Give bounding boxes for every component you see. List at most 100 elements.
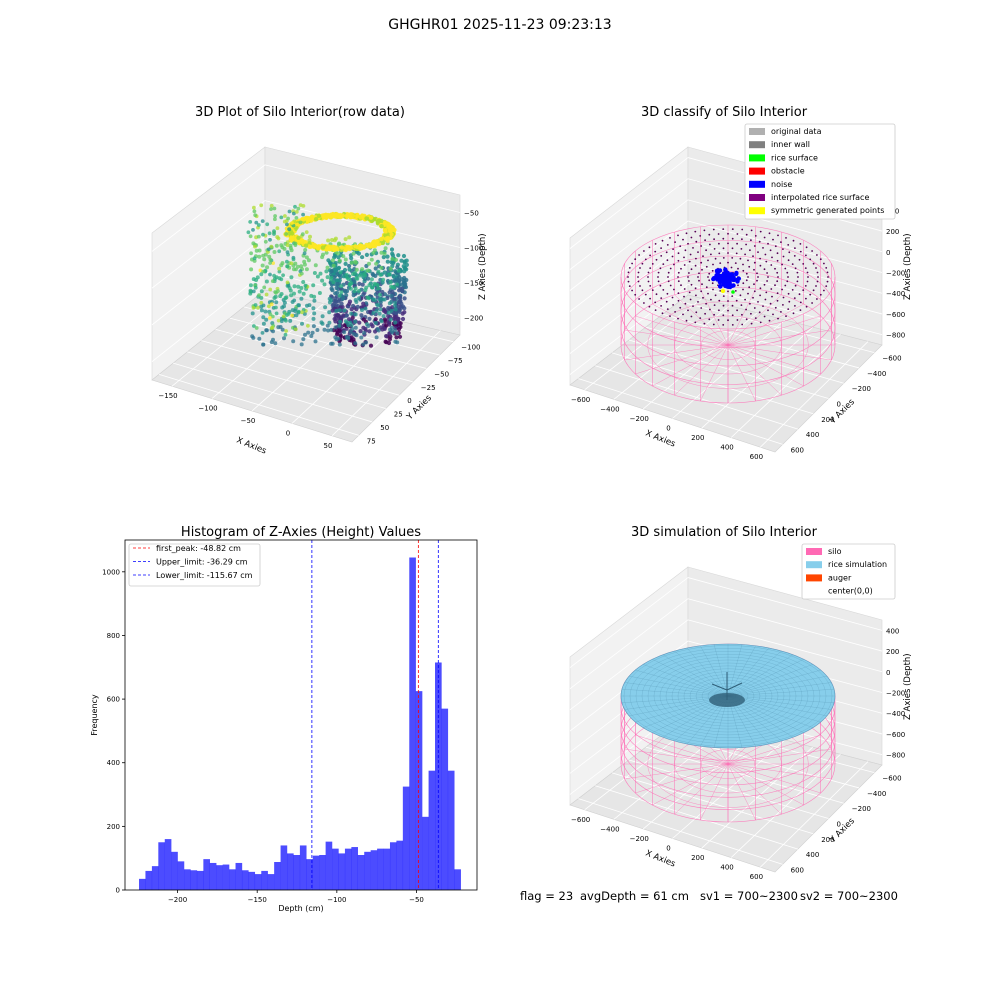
histogram-bar bbox=[203, 859, 210, 890]
interpolated-surface-point bbox=[759, 287, 762, 290]
raw-point bbox=[254, 278, 259, 282]
interpolated-surface-point bbox=[825, 267, 828, 269]
raw-point bbox=[265, 265, 270, 270]
z-tick-label: −200 bbox=[886, 690, 905, 698]
histogram-bar bbox=[190, 870, 198, 890]
interpolated-surface-point bbox=[659, 284, 662, 287]
classify-surface-points bbox=[627, 228, 829, 326]
interpolated-surface-point bbox=[685, 232, 688, 235]
raw-point bbox=[285, 250, 290, 255]
raw-point bbox=[312, 242, 317, 248]
interpolated-surface-point bbox=[816, 280, 819, 283]
interpolated-surface-point bbox=[774, 267, 776, 270]
raw-point bbox=[372, 248, 377, 253]
raw-point bbox=[337, 323, 342, 328]
raw-point bbox=[357, 273, 362, 278]
raw-point bbox=[394, 257, 398, 262]
interpolated-surface-point bbox=[637, 280, 640, 283]
raw-point bbox=[335, 290, 340, 295]
raw-point bbox=[342, 330, 347, 335]
x-tick-label: −150 bbox=[158, 392, 177, 400]
raw-point bbox=[332, 238, 337, 243]
interpolated-surface-point bbox=[704, 312, 706, 315]
interpolated-surface-point bbox=[727, 309, 729, 312]
x-tick-label: −200 bbox=[168, 896, 187, 904]
interpolated-surface-point bbox=[694, 230, 697, 233]
raw-point bbox=[299, 264, 304, 269]
histogram-bar bbox=[377, 848, 384, 890]
raw-point bbox=[268, 287, 273, 292]
interpolated-surface-point bbox=[777, 276, 779, 278]
raw-point bbox=[267, 231, 272, 236]
raw-point bbox=[252, 205, 256, 210]
raw-point bbox=[387, 272, 392, 277]
interpolated-surface-point bbox=[798, 293, 801, 296]
raw-point bbox=[310, 330, 315, 335]
raw-point bbox=[397, 288, 402, 293]
interpolated-surface-point bbox=[671, 296, 674, 299]
raw-point bbox=[279, 243, 284, 248]
raw-point bbox=[382, 317, 387, 322]
raw-point bbox=[269, 203, 274, 208]
raw-point bbox=[301, 212, 305, 217]
histogram-bar bbox=[454, 869, 461, 890]
rice-surface-spoke bbox=[700, 645, 729, 697]
raw-point bbox=[309, 334, 314, 338]
interpolated-surface-point bbox=[660, 247, 662, 250]
y-gridline bbox=[612, 772, 814, 835]
raw-point bbox=[250, 311, 255, 316]
interpolated-surface-point bbox=[657, 271, 660, 274]
interpolated-surface-point bbox=[705, 286, 708, 289]
interpolated-surface-point bbox=[764, 253, 767, 256]
simulation-3d-plot: 3D simulation of Silo Interior −600−400−… bbox=[569, 525, 913, 881]
z-gridline bbox=[569, 284, 689, 375]
raw-plot-title: 3D Plot of Silo Interior(row data) bbox=[195, 105, 405, 120]
classify-legend-swatch bbox=[749, 154, 765, 162]
raw-point bbox=[353, 244, 358, 249]
raw-point bbox=[374, 261, 379, 266]
interpolated-surface-point bbox=[684, 302, 687, 305]
rice-surface-spoke bbox=[674, 650, 729, 697]
interpolated-surface-point bbox=[734, 262, 737, 264]
raw-point bbox=[400, 289, 405, 294]
raw-point bbox=[380, 289, 385, 295]
raw-point bbox=[303, 283, 308, 288]
raw-point bbox=[359, 313, 364, 318]
interpolated-surface-point bbox=[682, 238, 684, 241]
interpolated-surface-point bbox=[708, 279, 711, 282]
interpolated-surface-point bbox=[689, 298, 692, 301]
raw-x-label: X Axies bbox=[235, 436, 268, 457]
interpolated-surface-point bbox=[754, 235, 757, 237]
interpolated-surface-point bbox=[677, 292, 680, 295]
interpolated-surface-point bbox=[771, 256, 773, 259]
raw-point bbox=[327, 300, 332, 305]
interpolated-surface-point bbox=[740, 248, 743, 250]
interpolated-surface-point bbox=[651, 289, 654, 291]
raw-point bbox=[259, 295, 264, 300]
interpolated-surface-point bbox=[787, 244, 790, 246]
raw-point bbox=[353, 325, 358, 330]
raw-point bbox=[347, 246, 352, 252]
raw-point bbox=[353, 319, 358, 324]
interpolated-surface-point bbox=[758, 311, 761, 314]
interpolated-surface-point bbox=[816, 271, 819, 274]
raw-point bbox=[253, 285, 258, 290]
histogram-legend: first_peak: -48.82 cm Upper_limit: -36.29… bbox=[128, 543, 261, 587]
interpolated-surface-point bbox=[788, 251, 791, 254]
interpolated-surface-point bbox=[677, 280, 680, 283]
classify-z-label: Z Axies (Depth) bbox=[903, 233, 913, 300]
interpolated-surface-point bbox=[699, 317, 702, 319]
flag-readout: flag = 23 bbox=[520, 889, 574, 903]
raw-point bbox=[280, 261, 285, 266]
interpolated-surface-point bbox=[823, 262, 825, 265]
interpolated-surface-point bbox=[812, 262, 815, 265]
raw-point bbox=[349, 260, 354, 265]
rice-surface-spoke bbox=[662, 654, 729, 697]
raw-point bbox=[248, 234, 253, 239]
interpolated-surface-point bbox=[690, 268, 693, 271]
interpolated-surface-point bbox=[707, 292, 709, 295]
raw-point bbox=[299, 296, 304, 301]
classify-legend-swatch bbox=[749, 194, 765, 201]
z-tick-label: −50 bbox=[464, 210, 479, 218]
rice-surface-point bbox=[731, 290, 735, 294]
